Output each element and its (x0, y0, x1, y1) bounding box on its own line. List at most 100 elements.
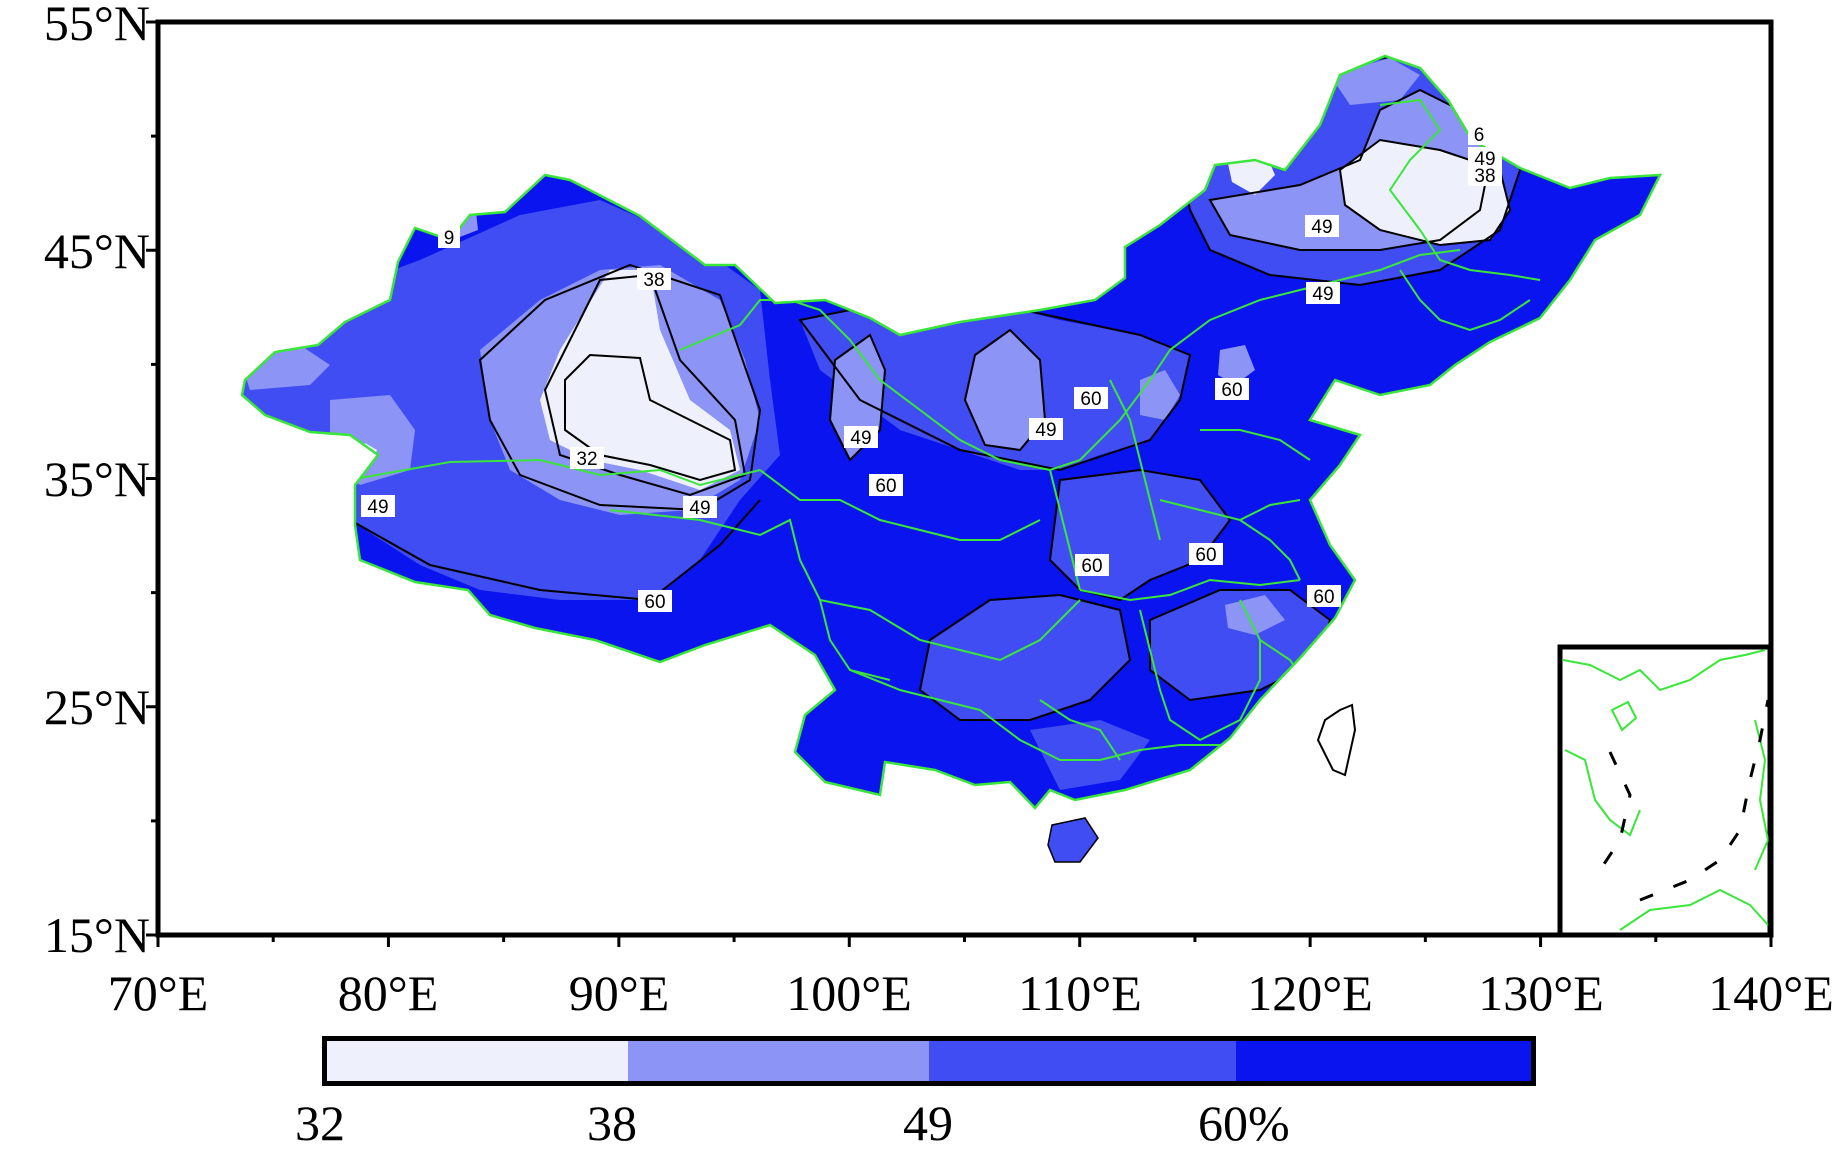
lon-label: 120°E (1247, 965, 1373, 1021)
contour-label: 49 (1306, 282, 1340, 305)
inset-hainan (1610, 700, 1638, 732)
contour-label-text: 60 (1195, 545, 1216, 566)
contour-label: 32 (570, 447, 604, 470)
contour-label-box (844, 426, 878, 448)
lon-label: 140°E (1708, 965, 1834, 1021)
boundary-jiangsu (1239, 519, 1301, 581)
boundary-guangxi (1039, 699, 1121, 761)
contour-label-box (1305, 215, 1339, 237)
lon-label: 110°E (1018, 965, 1142, 1021)
contour-label-text: 49 (1035, 420, 1056, 441)
contour-label: 38 (637, 268, 671, 291)
class-lt38-xj (540, 270, 740, 490)
lon-label: 80°E (338, 965, 439, 1021)
inset-coastline (1562, 649, 1766, 692)
contour-label: 60 (1215, 378, 1249, 401)
contour-label-text: 60 (1221, 380, 1242, 401)
hainan-island (1047, 817, 1099, 863)
lon-label: 90°E (569, 965, 670, 1021)
lon-label: 100°E (786, 965, 912, 1021)
contour-label: 49 (1305, 215, 1339, 238)
legend-swatch-49-60 (929, 1041, 1237, 1081)
legend-label: 60% (1198, 1095, 1290, 1151)
contour-labels: 9 38 32 49 49 49 60 49 (361, 125, 1502, 613)
contour-label-text: 49 (1312, 284, 1333, 305)
contour-label: 60 (1074, 387, 1108, 410)
boundary-yunnan (849, 669, 1100, 761)
contour-label-box (638, 590, 672, 612)
contour-label-text: 49 (1474, 149, 1495, 170)
contour-label-text: 38 (643, 270, 664, 291)
lat-label: 45°N (44, 223, 150, 279)
legend-swatch-lt38 (327, 1041, 628, 1081)
axis-ticks (146, 20, 1773, 947)
lon-label: 70°E (108, 965, 209, 1021)
class-38-49-shanxi (1140, 370, 1180, 420)
class-49-60-south (920, 595, 1130, 720)
contour-label-box (683, 496, 717, 518)
boundary-qinghai-south (759, 469, 1041, 541)
lat-label: 35°N (44, 451, 150, 507)
taiwan-island (1316, 703, 1357, 777)
inset-coastline-west (1564, 749, 1641, 837)
contour-label: 49 (844, 426, 878, 449)
legend-swatch-38-49 (628, 1041, 929, 1081)
contour-label: 49 (1029, 418, 1063, 441)
contour-label-box (1468, 125, 1490, 145)
class-38-49-anhui (1225, 595, 1285, 635)
inset-philippines (1754, 719, 1770, 871)
contour-label-box (1468, 166, 1502, 186)
contour-label: 9 (438, 226, 460, 249)
boundary-hubei (1079, 578, 1301, 602)
class-38-49-beijing (1218, 345, 1255, 385)
contour-label-text: 60 (1080, 389, 1101, 410)
contour-60-south (918, 593, 1132, 721)
lon-label: 130°E (1478, 965, 1604, 1021)
legend-label: 38 (587, 1095, 637, 1151)
contour-label-box (438, 226, 460, 248)
contour-label-box (1215, 378, 1249, 400)
contour-label: 60 (1189, 543, 1223, 566)
lat-label: 25°N (44, 679, 150, 735)
contour-label-box (570, 447, 604, 469)
contour-label-box (1075, 554, 1109, 576)
class-38-49-nm (965, 330, 1045, 450)
legend-label: 49 (903, 1095, 953, 1151)
contour-label-text: 60 (1313, 587, 1334, 608)
china-outline (240, 54, 1663, 810)
lon-axis-labels: 70°E 80°E 90°E 100°E 110°E 120°E 130°E 1… (108, 965, 1834, 1021)
boundary-shanxi-hebei (1109, 379, 1161, 541)
boundary-sichuan (819, 599, 1081, 662)
contour-label-box (869, 474, 903, 496)
contour-label-box (361, 495, 395, 517)
inset-borneo (1619, 888, 1769, 931)
contour-49-xj (478, 263, 762, 512)
contour-label: 6 (1468, 125, 1490, 146)
boundary-xinjiang (359, 458, 761, 487)
boundary-hunan-jiangxi (1139, 599, 1261, 742)
legend-swatch-gt60 (1236, 1041, 1531, 1081)
contour-38-ne (1338, 138, 1512, 247)
contour-label: 38 (1468, 166, 1502, 187)
contour-label-box (1468, 147, 1502, 169)
legend-colorbar (322, 1036, 1536, 1086)
lat-label: 55°N (44, 0, 150, 51)
contour-49-gansu (828, 333, 887, 462)
contour-label-box (637, 268, 671, 290)
class-49-60-gx (1030, 720, 1150, 790)
inset-frame (1557, 644, 1773, 938)
contour-label-text: 60 (875, 476, 896, 497)
contour-label-text: 6 (1474, 125, 1485, 146)
boundary-ne-2 (1399, 269, 1531, 332)
contour-label-text: 49 (689, 498, 710, 519)
contour-label-box (1189, 543, 1223, 565)
legend-label: 32 (295, 1095, 345, 1151)
contour-label: 60 (638, 590, 672, 613)
boundary-tibet (609, 509, 891, 681)
boundary-shandong (1200, 429, 1311, 461)
contour-label-text: 60 (1081, 556, 1102, 577)
contour-label: 49 (361, 495, 395, 518)
contour-label-text: 49 (850, 428, 871, 449)
boundary-ne (1379, 98, 1541, 281)
contour-label-box (1074, 387, 1108, 409)
